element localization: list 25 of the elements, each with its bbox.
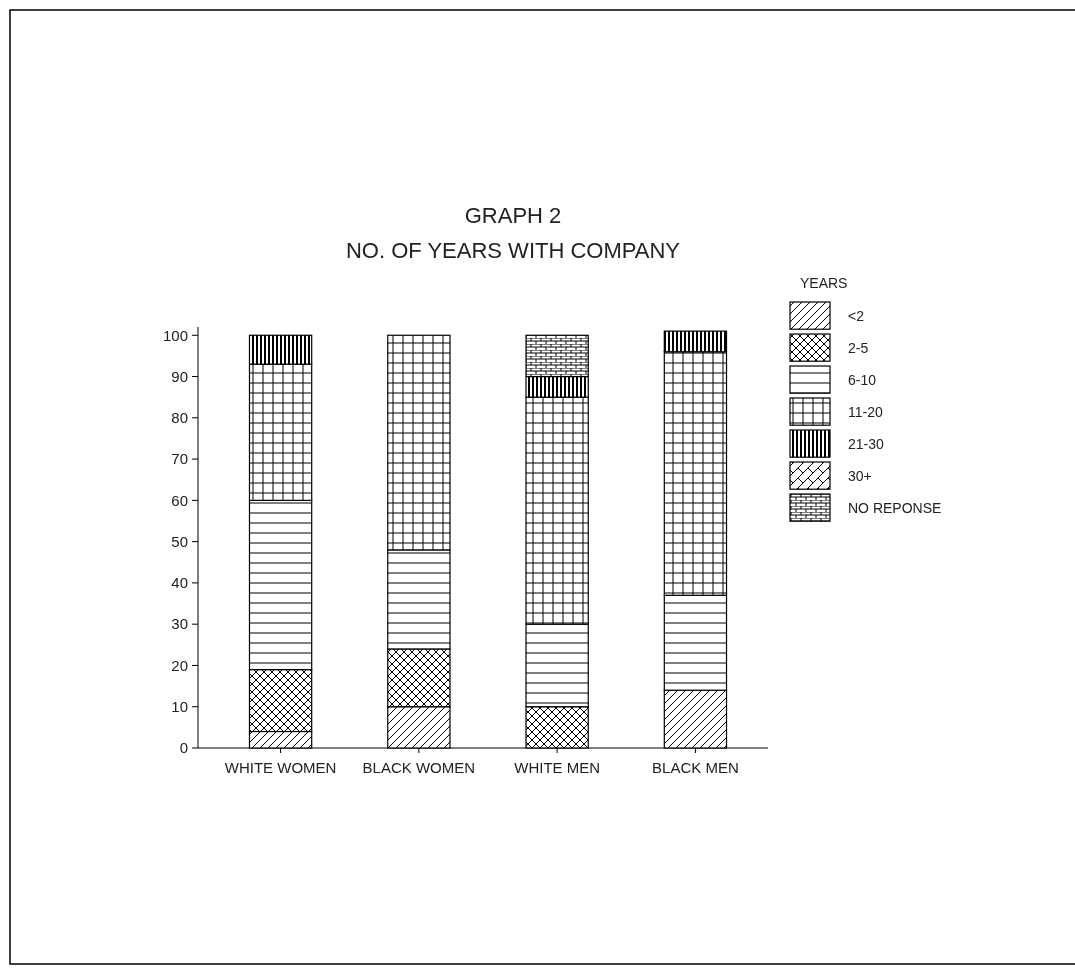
y-tick-label: 0	[179, 739, 188, 757]
y-tick-label: 40	[171, 574, 188, 592]
legend-label: 30+	[848, 467, 872, 484]
legend-title: YEARS	[800, 275, 848, 291]
x-tick-label: BLACK WOMEN	[362, 759, 476, 776]
y-tick-label: 20	[171, 656, 188, 674]
chart-subtitle: NO. OF YEARS WITH COMPANY	[345, 238, 681, 263]
y-tick-label: 10	[171, 697, 188, 715]
legend-label: 2-5	[848, 339, 869, 356]
legend-label: 6-10	[848, 371, 877, 388]
x-tick-label: WHITE WOMEN	[224, 759, 337, 776]
legend-label: NO REPONSE	[848, 499, 942, 516]
y-tick-label: 30	[171, 615, 188, 633]
x-tick-label: WHITE MEN	[514, 759, 601, 776]
legend-label: 11-20	[848, 403, 883, 420]
y-tick-label: 60	[171, 491, 188, 509]
legend-label: 21-30	[848, 435, 885, 452]
x-tick-label: BLACK MEN	[652, 759, 739, 776]
chart-title: GRAPH 2	[464, 203, 562, 228]
y-tick-label: 80	[171, 409, 188, 427]
y-tick-label: 70	[171, 450, 188, 468]
legend-label: <2	[848, 307, 865, 324]
y-tick-label: 100	[162, 326, 188, 344]
y-tick-label: 50	[171, 532, 188, 550]
y-tick-label: 90	[171, 367, 188, 385]
